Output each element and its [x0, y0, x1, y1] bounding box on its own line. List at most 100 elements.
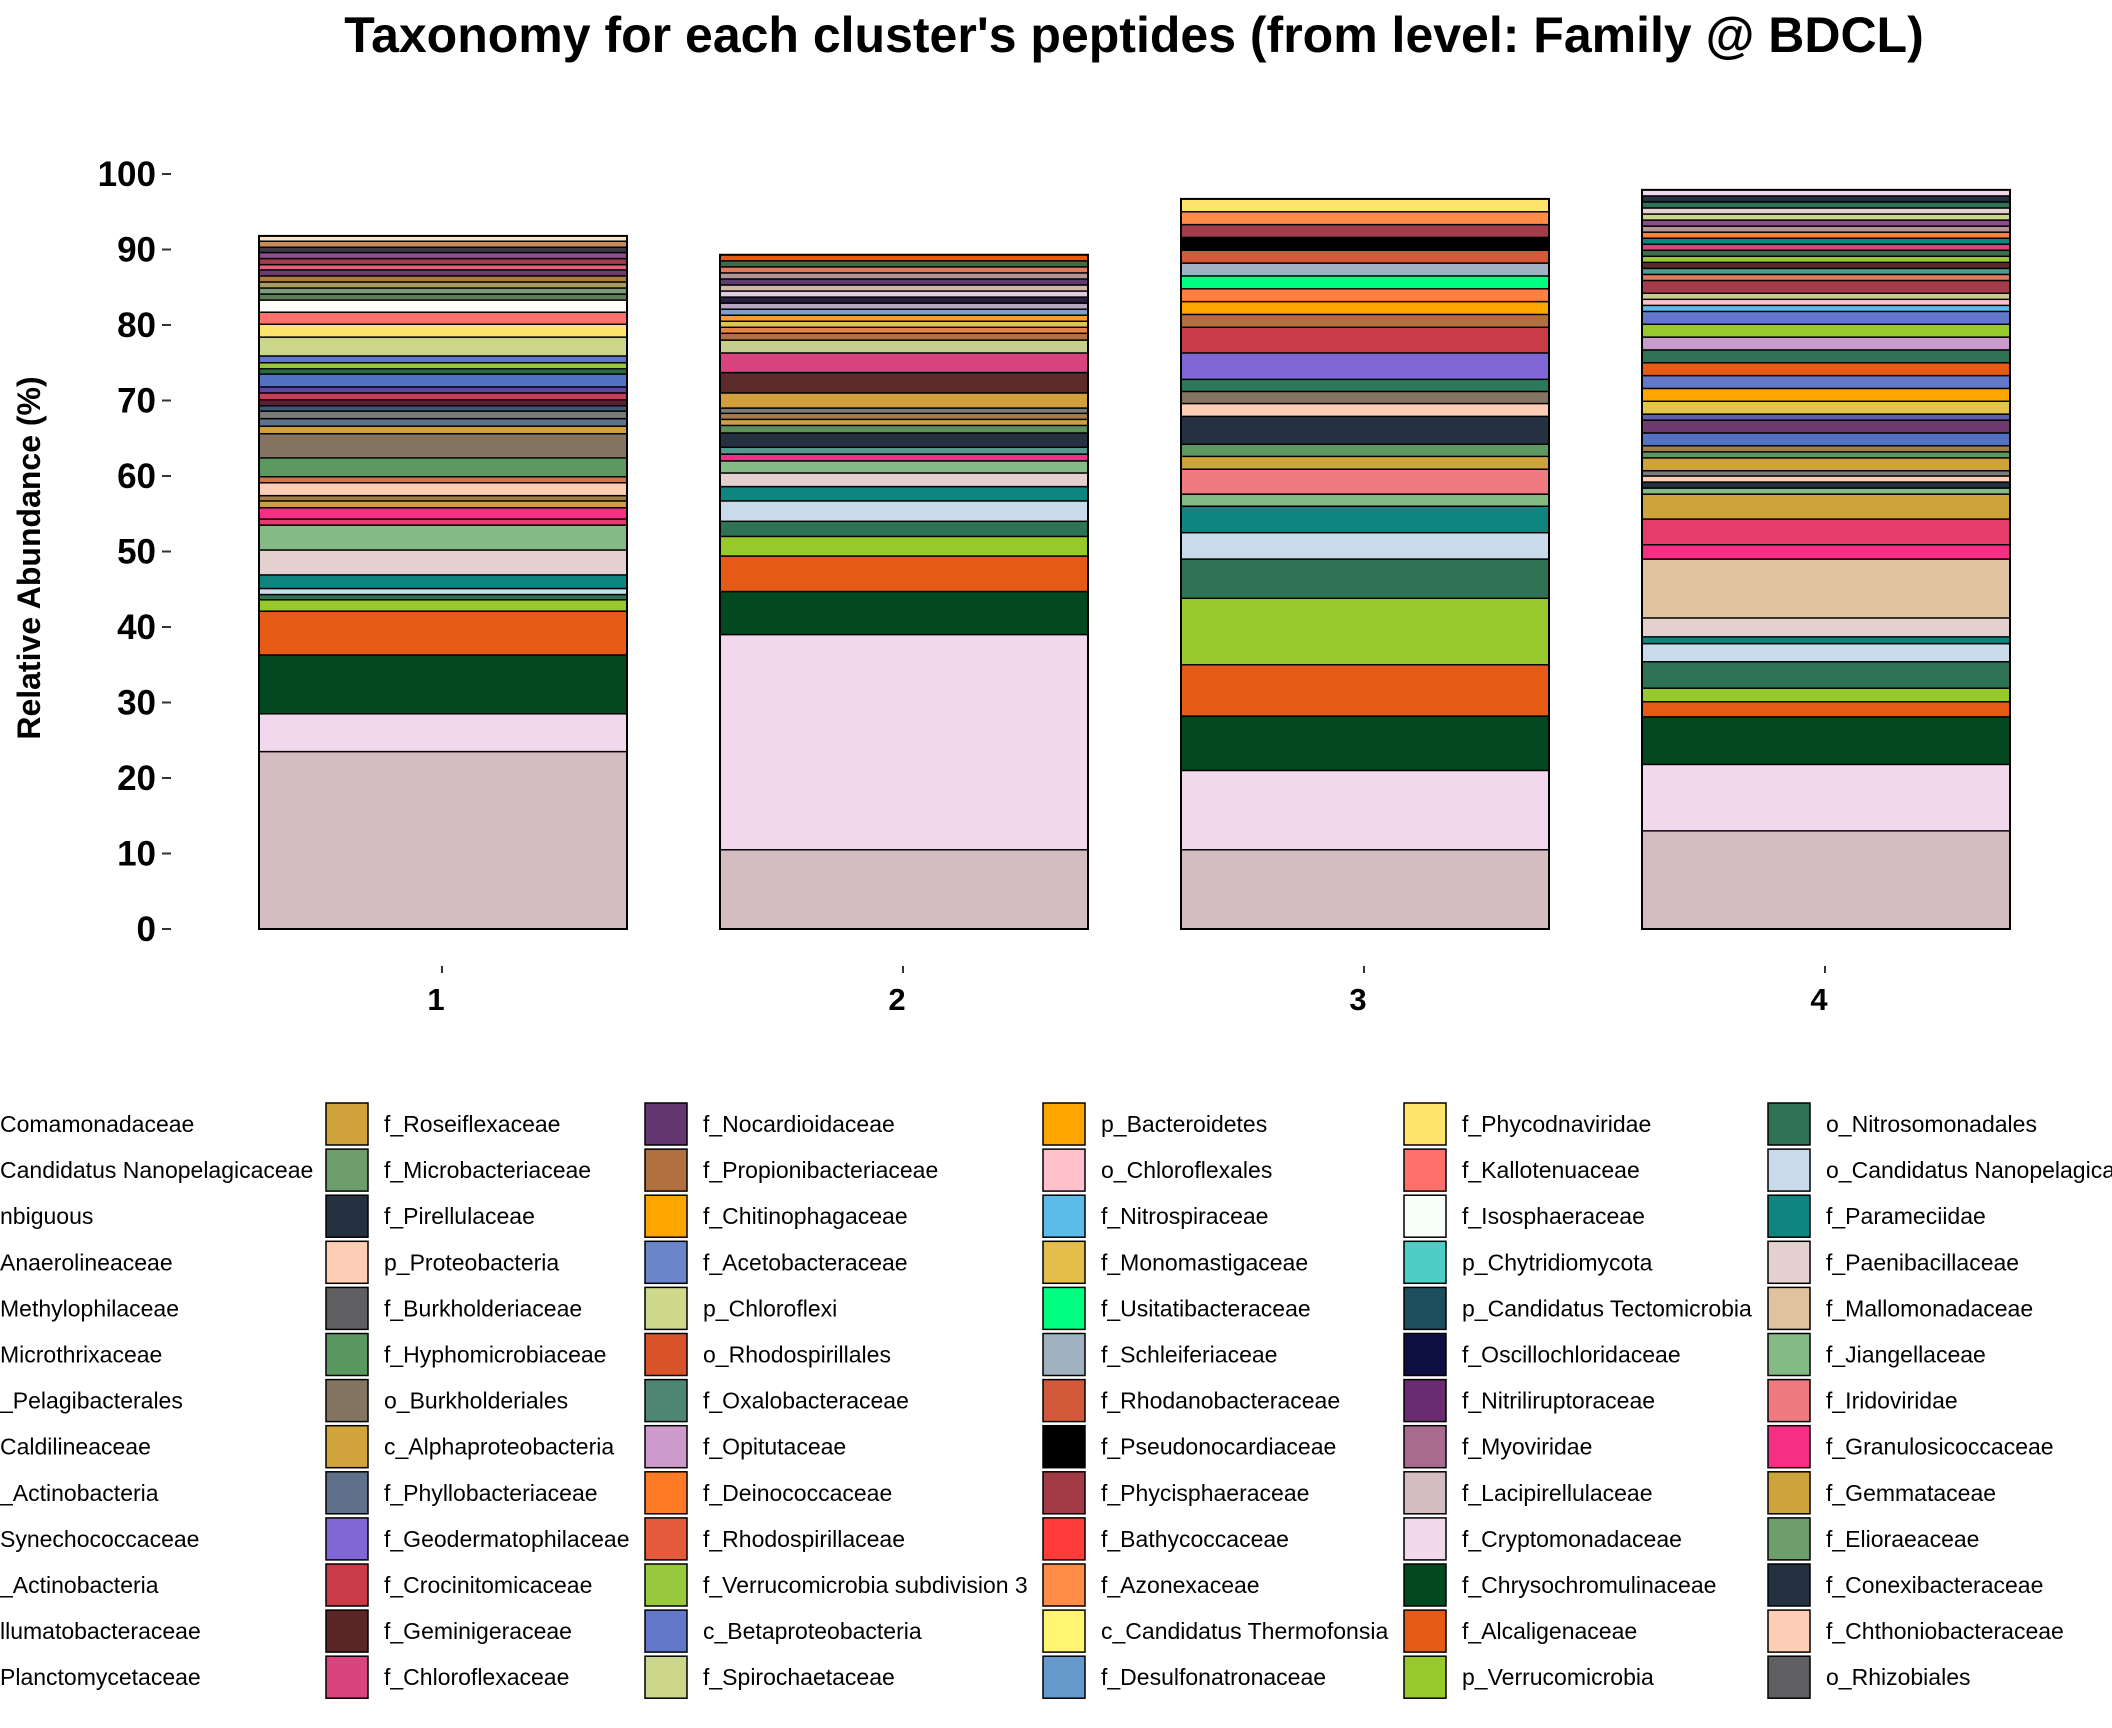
legend-label: Caldilineaceae — [0, 1434, 151, 1460]
legend-swatch — [645, 1472, 687, 1514]
bar-segment — [1642, 208, 2010, 214]
bar-segment — [1642, 232, 2010, 238]
y-tick-label: 60 — [117, 457, 156, 496]
legend-swatch — [326, 1564, 368, 1606]
legend-swatch — [645, 1334, 687, 1376]
bar-segment — [1642, 324, 2010, 337]
legend-swatch — [1404, 1610, 1446, 1652]
bar-segment — [1642, 293, 2010, 299]
legend-item: p_Chytridiomycota — [1404, 1241, 1653, 1283]
legend-label: Candidatus Nanopelagicaceae — [0, 1157, 313, 1183]
bar-segment — [720, 273, 1088, 279]
bar-segment — [259, 363, 627, 369]
bar-segment — [1642, 256, 2010, 262]
legend-label: f_Chitinophagaceae — [703, 1203, 908, 1229]
y-tick-label: 10 — [117, 835, 156, 874]
bar-segment — [259, 496, 627, 501]
legend-item: f_Geodermatophilaceae — [326, 1518, 630, 1560]
bar-segment — [720, 433, 1088, 447]
bar-segment — [1642, 262, 2010, 268]
legend-swatch — [326, 1472, 368, 1514]
bar-segment — [720, 340, 1088, 353]
bar-segment — [720, 487, 1088, 501]
legend-item: f_Myoviridae — [1404, 1426, 1592, 1468]
legend-item: o_Rhizobiales — [1768, 1656, 1970, 1698]
bar-segment — [259, 508, 627, 519]
bar-segment — [259, 265, 627, 270]
legend-item: Comamonadaceae — [0, 1111, 194, 1137]
legend-label: f_Kallotenuaceae — [1462, 1157, 1640, 1183]
legend-swatch — [1404, 1103, 1446, 1145]
bar-segment — [259, 426, 627, 434]
y-tick-label: 70 — [117, 382, 156, 421]
bar-segment — [259, 369, 627, 374]
legend-swatch — [1404, 1241, 1446, 1283]
bar-segment — [1642, 764, 2010, 830]
legend-item: f_Conexibacteraceae — [1768, 1564, 2043, 1606]
legend-label: f_Phycisphaeraceae — [1101, 1480, 1309, 1506]
legend-swatch — [645, 1518, 687, 1560]
legend-label: f_Roseiflexaceae — [384, 1111, 560, 1137]
legend-swatch — [1768, 1241, 1810, 1283]
bar-segment — [259, 324, 627, 337]
bar-segment — [1181, 263, 1549, 276]
y-tick-label: 50 — [117, 533, 156, 572]
legend-label: f_Pirellulaceae — [384, 1203, 535, 1229]
legend-item: f_Hyphomicrobiaceae — [326, 1334, 606, 1376]
legend-swatch — [1768, 1610, 1810, 1652]
bar-segment — [1642, 702, 2010, 717]
legend-item: f_Isosphaeraceae — [1404, 1195, 1645, 1237]
bar-segment — [259, 400, 627, 406]
legend-item: Methylophilaceae — [0, 1295, 179, 1321]
legend-label: o_Nitrosomonadales — [1826, 1111, 2037, 1137]
bar-segment — [259, 288, 627, 294]
legend-item: c_Alphaproteobacteria — [326, 1426, 614, 1468]
legend-swatch — [1404, 1287, 1446, 1329]
y-tick-label: 30 — [117, 684, 156, 723]
legend-swatch — [1404, 1149, 1446, 1191]
legend-swatch — [1043, 1103, 1085, 1145]
bar-segment — [720, 303, 1088, 309]
legend-label: o_Rhodospirillales — [703, 1342, 891, 1368]
legend-item: p_Candidatus Tectomicrobia — [1404, 1287, 1752, 1329]
bar-segment — [259, 393, 627, 400]
legend-item: c_Candidatus Thermofonsia — [1043, 1610, 1388, 1652]
bar-segment — [1181, 289, 1549, 302]
bar-segment — [1642, 662, 2010, 688]
bar-segment — [259, 282, 627, 288]
bar-segment — [1181, 469, 1549, 494]
bar-segment — [720, 333, 1088, 340]
bar-segment — [259, 550, 627, 575]
bar-segment — [259, 419, 627, 427]
bar-segment — [1642, 214, 2010, 220]
legend-label: nbiguous — [0, 1203, 93, 1229]
legend-swatch — [1043, 1241, 1085, 1283]
legend-label: f_Chloroflexaceae — [384, 1664, 569, 1690]
bar-segment — [259, 588, 627, 594]
legend-item: f_Mallomonadaceae — [1768, 1287, 2033, 1329]
bar-segment — [720, 327, 1088, 333]
bar-segment — [720, 461, 1088, 473]
legend-swatch — [1043, 1518, 1085, 1560]
legend-item: o_Nitrosomonadales — [1768, 1103, 2037, 1145]
legend-label: f_Schleiferiaceae — [1101, 1342, 1277, 1368]
legend-item: f_Elioraeaceae — [1768, 1518, 1979, 1560]
legend-item: f_Chrysochromulinaceae — [1404, 1564, 1716, 1606]
legend-label: f_Bathycoccaceae — [1101, 1526, 1289, 1552]
bar-segment — [720, 279, 1088, 285]
legend-swatch — [645, 1287, 687, 1329]
bar-segment — [1181, 212, 1549, 225]
legend-swatch — [1768, 1334, 1810, 1376]
bar-segment — [259, 458, 627, 477]
legend-label: f_Myoviridae — [1462, 1434, 1592, 1460]
legend-item: _Actinobacteria — [0, 1480, 159, 1506]
bar-segment — [720, 393, 1088, 408]
bar-segment — [1642, 220, 2010, 226]
legend-label: Synechococcaceae — [0, 1526, 199, 1552]
legend-swatch — [1768, 1656, 1810, 1698]
bar-segment — [259, 374, 627, 387]
legend-swatch — [326, 1518, 368, 1560]
bar-segment — [259, 519, 627, 525]
bar-segment — [259, 241, 627, 247]
legend-label: f_Spirochaetaceae — [703, 1664, 895, 1690]
